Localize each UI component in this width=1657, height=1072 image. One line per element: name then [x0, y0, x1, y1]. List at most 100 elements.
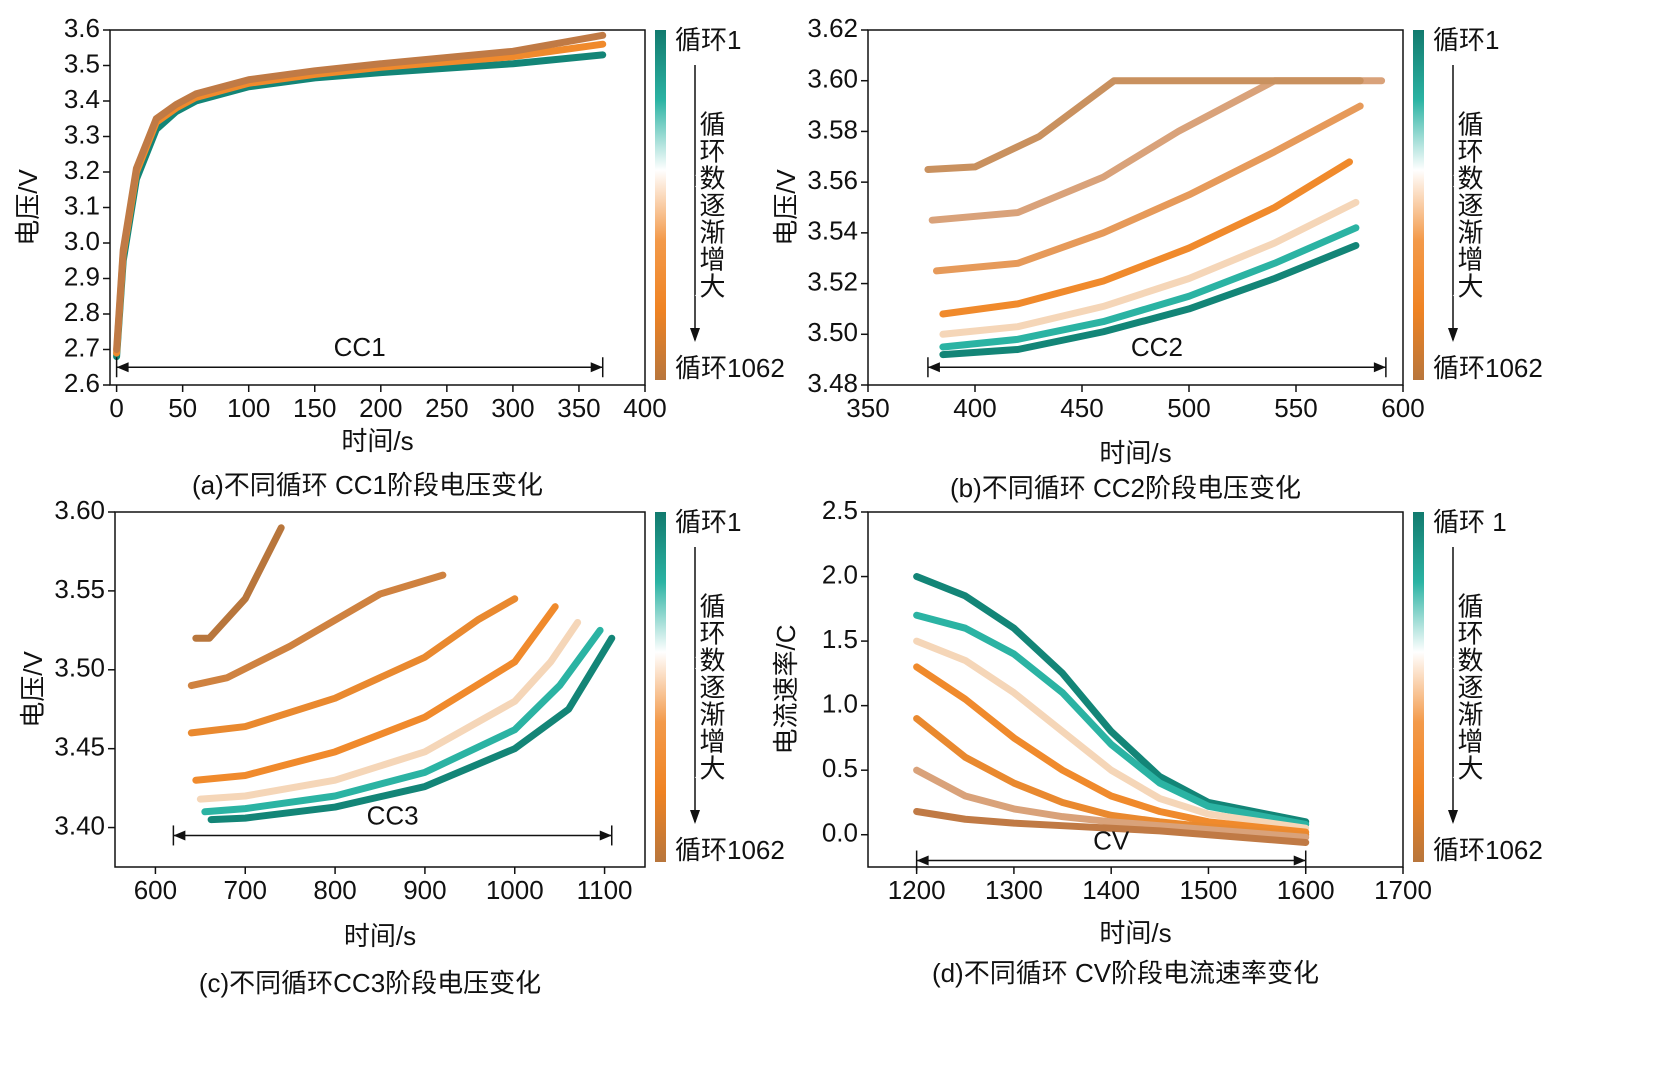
y-tick-label: 3.48 — [807, 368, 858, 398]
y-tick-label: 3.52 — [807, 266, 858, 296]
annotation-text: CV — [1093, 825, 1130, 855]
colorbar-bottom-label: 循环1062 — [675, 835, 785, 865]
y-tick-label: 1.5 — [822, 624, 858, 654]
data-line — [939, 158, 1353, 318]
data-line — [928, 77, 1386, 224]
y-tick-label: 0.5 — [822, 753, 858, 783]
colorbar — [655, 30, 666, 380]
y-tick-label: 3.54 — [807, 216, 858, 246]
x-tick-label: 400 — [623, 393, 666, 423]
x-axis-label: 时间/s — [1099, 918, 1171, 948]
arrow-head — [116, 362, 129, 373]
data-line — [113, 40, 607, 357]
y-tick-label: 3.60 — [807, 64, 858, 94]
data-line — [113, 31, 607, 353]
colorbar-label: 循环数逐渐增大 — [696, 110, 726, 299]
x-tick-label: 1500 — [1180, 875, 1238, 905]
y-tick-label: 3.2 — [64, 155, 100, 185]
plot-frame — [867, 29, 1404, 386]
data-line — [939, 242, 1360, 359]
data-line — [187, 571, 447, 690]
y-tick-label: 2.7 — [64, 332, 100, 362]
y-axis-label: 电流速率/C — [771, 624, 801, 754]
colorbar-label: 循环数逐渐增大 — [696, 592, 726, 781]
data-line — [924, 77, 1364, 173]
colorbar-top-label: 循环1 — [675, 25, 741, 55]
arrow-head — [173, 830, 186, 841]
y-tick-label: 3.60 — [54, 495, 105, 525]
x-tick-label: 100 — [227, 393, 270, 423]
colorbar-arrow-head — [1448, 328, 1458, 342]
arrow-head — [916, 855, 929, 866]
x-tick-label: 700 — [224, 875, 267, 905]
x-tick-label: 550 — [1274, 393, 1317, 423]
colorbar-arrow-head — [690, 810, 700, 824]
y-tick-label: 3.40 — [54, 810, 105, 840]
y-tick-label: 2.6 — [64, 368, 100, 398]
x-tick-label: 600 — [1381, 393, 1424, 423]
panel-title: (c)不同循环CC3阶段电压变化 — [199, 968, 541, 998]
panel: 600 700 800 900 1000 1100 3.40 3.45 3.50 3.55 3.60… — [18, 495, 785, 998]
colorbar — [1413, 512, 1424, 862]
panel: 0 50 100 150 200 250 300 350 400 2.6 2.7 2.8 2.9 3.0 3… — [13, 13, 785, 500]
y-tick-label: 2.5 — [822, 495, 858, 525]
x-tick-label: 200 — [359, 393, 402, 423]
data-line — [913, 663, 1310, 836]
x-tick-label: 450 — [1060, 393, 1103, 423]
x-tick-label: 500 — [1167, 393, 1210, 423]
data-line — [187, 595, 519, 737]
x-tick-label: 50 — [168, 393, 197, 423]
data-line — [939, 224, 1360, 351]
y-tick-label: 3.1 — [64, 190, 100, 220]
data-line — [207, 634, 616, 824]
annotation-text: CC1 — [334, 332, 386, 362]
x-tick-label: 1600 — [1277, 875, 1335, 905]
colorbar — [1413, 30, 1424, 380]
y-tick-label: 3.58 — [807, 114, 858, 144]
colorbar-bottom-label: 循环1062 — [675, 353, 785, 383]
x-tick-label: 1200 — [888, 875, 946, 905]
x-tick-label: 900 — [403, 875, 446, 905]
arrow-head — [1293, 855, 1306, 866]
arrow-head — [590, 362, 603, 373]
y-tick-label: 3.45 — [54, 732, 105, 762]
colorbar-top-label: 循环1 — [1433, 25, 1499, 55]
x-tick-label: 600 — [134, 875, 177, 905]
x-tick-label: 1300 — [985, 875, 1043, 905]
y-tick-label: 3.3 — [64, 119, 100, 149]
y-tick-label: 3.50 — [54, 653, 105, 683]
data-line — [192, 603, 559, 784]
x-tick-label: 250 — [425, 393, 468, 423]
y-tick-label: 3.50 — [807, 317, 858, 347]
x-tick-label: 1700 — [1374, 875, 1432, 905]
data-line — [913, 611, 1310, 828]
colorbar-top-label: 循环 1 — [1433, 507, 1507, 537]
x-tick-label: 150 — [293, 393, 336, 423]
y-tick-label: 3.62 — [807, 13, 858, 43]
x-axis-label: 时间/s — [1099, 438, 1171, 468]
data-line — [913, 637, 1310, 832]
data-line — [932, 102, 1364, 275]
x-tick-label: 300 — [491, 393, 534, 423]
y-axis-label: 电压/V — [13, 169, 43, 246]
y-axis-label: 电压/V — [18, 651, 48, 728]
y-tick-label: 3.55 — [54, 574, 105, 604]
arrow-head — [1373, 362, 1386, 373]
x-tick-label: 1000 — [486, 875, 544, 905]
y-tick-label: 1.0 — [822, 689, 858, 719]
colorbar-bottom-label: 循环1062 — [1433, 353, 1543, 383]
panel: 1200 1300 1400 1500 1600 1700 0.0 0.5 1.0 1.5 2.0 2… — [771, 495, 1543, 988]
colorbar-label: 循环数逐渐增大 — [1454, 110, 1484, 299]
x-tick-label: 800 — [313, 875, 356, 905]
y-tick-label: 0.0 — [822, 818, 858, 848]
arrow-head — [599, 830, 612, 841]
data-line — [196, 618, 582, 803]
colorbar-top-label: 循环1 — [675, 507, 741, 537]
x-tick-label: 350 — [557, 393, 600, 423]
x-tick-label: 1100 — [577, 875, 633, 905]
annotation-text: CC2 — [1131, 332, 1183, 362]
data-line — [939, 198, 1360, 338]
panel-title: (b)不同循环 CC2阶段电压变化 — [950, 473, 1301, 503]
y-tick-label: 3.56 — [807, 165, 858, 195]
